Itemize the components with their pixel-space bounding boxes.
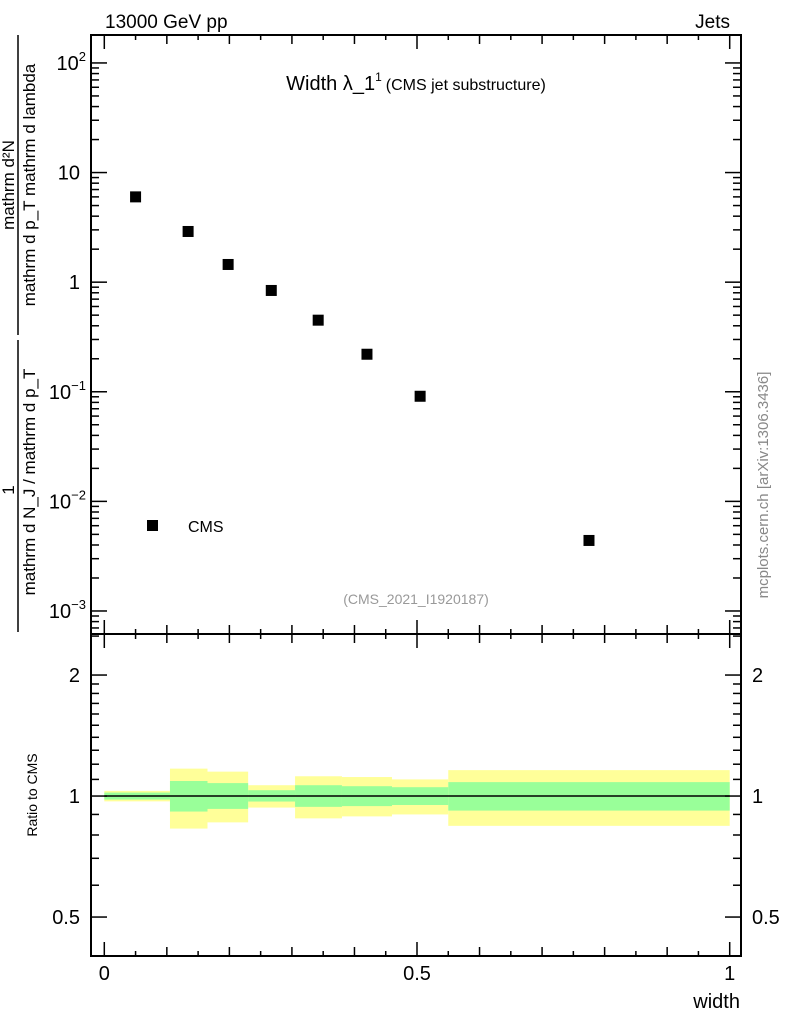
ratio-ylabel: Ratio to CMS: [24, 753, 40, 836]
y-tick-base: 1: [69, 272, 80, 294]
ratio-y-tick-label-right: 1: [752, 786, 763, 808]
data-point: [130, 191, 142, 203]
ratio-y-tick-label-right: 2: [752, 665, 763, 687]
data-point: [312, 314, 324, 326]
ratio-frame: [90, 633, 742, 957]
y-tick-label: 10: [58, 163, 80, 185]
data-point: [361, 348, 373, 360]
ratio-bands: [104, 768, 730, 829]
data-points: [130, 191, 595, 546]
chart-title: Width λ_11 (CMS jet substructure): [286, 70, 546, 95]
ratio-y-tick-label: 0.5: [52, 907, 80, 929]
y-tick-exponent: −1: [71, 378, 86, 393]
ylabel-frac2-num: mathrm d²N: [0, 140, 18, 230]
ratio-y-tick-label-right: 0.5: [752, 907, 780, 929]
header-left: 13000 GeV pp: [105, 12, 228, 33]
x-tick-label: 1: [724, 963, 735, 985]
ylabel-frac1-num: 1: [0, 485, 18, 494]
x-axis-label: width: [692, 991, 740, 1013]
ylabel-frac2-den: mathrm d p_T mathrm d lambda: [20, 63, 39, 306]
y-tick-base: 10: [49, 382, 71, 404]
ratio-y-tick-label: 1: [69, 786, 80, 808]
data-point: [414, 390, 426, 402]
side-label: mcplots.cern.ch [arXiv:1306.3436]: [755, 372, 772, 599]
analysis-watermark: (CMS_2021_I1920187): [343, 591, 489, 607]
header-right: Jets: [695, 12, 730, 33]
y-tick-label: 102: [57, 49, 86, 75]
x-tick-label: 0: [99, 963, 110, 985]
ratio-y-tick-label: 2: [69, 665, 80, 687]
ylabel-frac1-den: mathrm d N_J / mathrm d p_T: [20, 369, 39, 596]
y-tick-exponent: 2: [79, 49, 86, 64]
y-tick-exponent: −2: [71, 487, 86, 502]
y-tick-base: 10: [49, 601, 71, 623]
y-tick-exponent: −3: [71, 597, 86, 612]
y-tick-base: 10: [57, 53, 79, 75]
y-tick-label: 1: [69, 272, 80, 294]
y-tick-base: 10: [49, 491, 71, 513]
data-point: [265, 284, 277, 296]
main-frame: [90, 34, 742, 635]
legend-marker: [147, 520, 158, 531]
y-axis-label: 1 mathrm d N_J / mathrm d p_T mathrm d²N…: [0, 35, 39, 632]
y-tick-label: 10−1: [49, 378, 86, 404]
legend-label: CMS: [188, 519, 224, 536]
data-point: [182, 225, 194, 237]
y-tick-label: 10−3: [49, 597, 86, 623]
data-point: [583, 534, 595, 546]
y-tick-label: 10−2: [49, 487, 86, 513]
x-tick-label: 0.5: [403, 963, 431, 985]
y-tick-base: 10: [58, 163, 80, 185]
data-point: [222, 258, 234, 270]
